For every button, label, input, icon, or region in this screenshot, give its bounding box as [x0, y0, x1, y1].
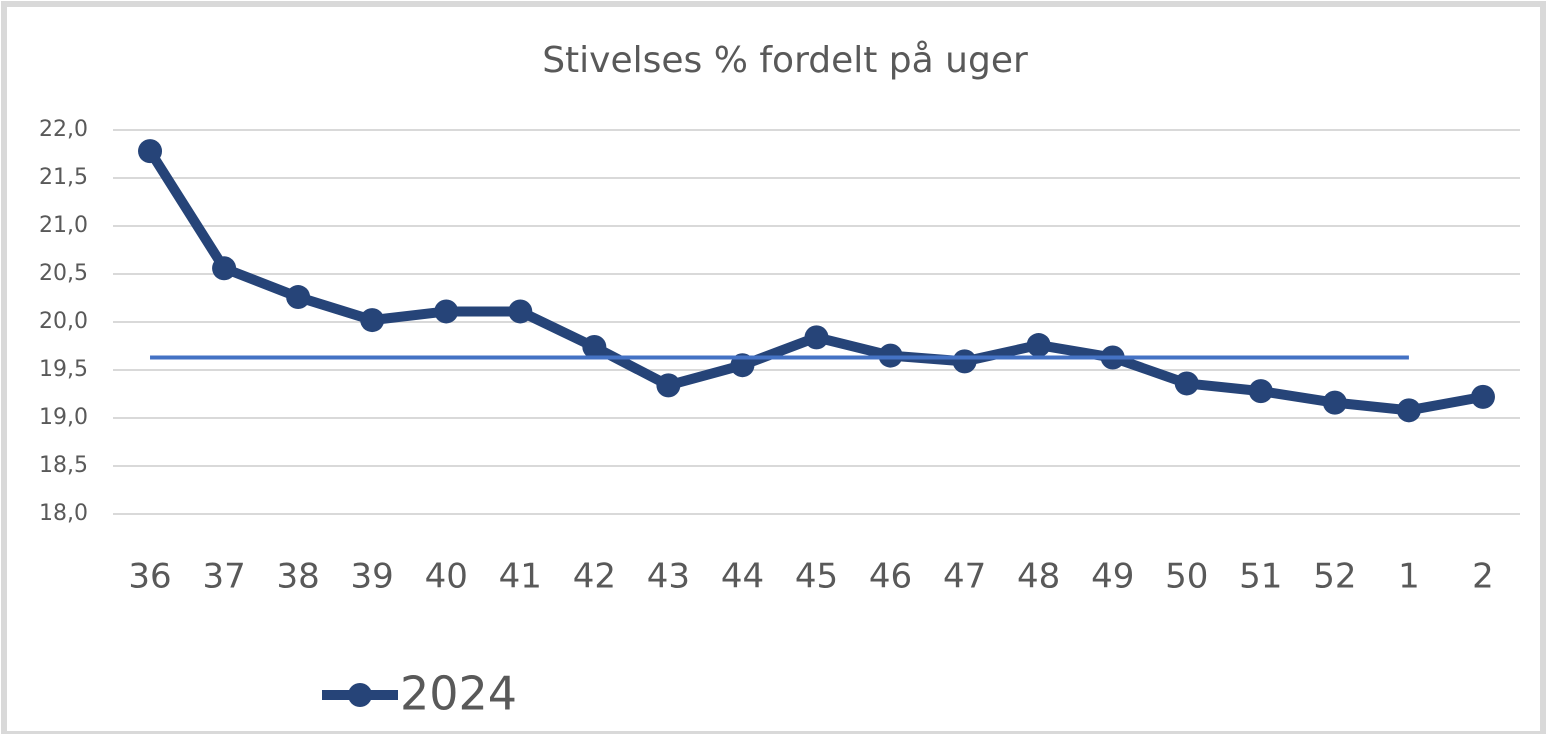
data-point [212, 256, 237, 281]
data-point [952, 349, 977, 374]
data-point [434, 299, 459, 324]
y-tick-label: 18,5 [39, 453, 88, 478]
x-tick-label: 49 [1091, 557, 1134, 597]
x-tick-label: 40 [425, 557, 468, 597]
y-tick-label: 21,5 [39, 165, 88, 190]
data-point [582, 334, 607, 359]
data-point [1248, 379, 1273, 404]
data-point [360, 308, 385, 333]
x-tick-label: 48 [1017, 557, 1060, 597]
x-tick-label: 50 [1165, 557, 1208, 597]
y-tick-label: 21,0 [39, 213, 88, 238]
y-tick-label: 19,5 [39, 357, 88, 382]
x-tick-label: 52 [1313, 557, 1356, 597]
x-tick-label: 36 [128, 557, 171, 597]
legend-label: 2024 [400, 667, 517, 721]
x-tick-label: 47 [943, 557, 986, 597]
data-point [1174, 371, 1199, 396]
legend-marker [348, 683, 372, 707]
x-tick-label: 45 [795, 557, 838, 597]
y-tick-label: 19,0 [39, 405, 88, 430]
y-tick-label: 20,0 [39, 309, 88, 334]
x-tick-label: 37 [202, 557, 245, 597]
data-point [1396, 398, 1421, 423]
data-point [508, 299, 533, 324]
y-tick-label: 18,0 [39, 501, 88, 526]
x-tick-label: 39 [351, 557, 394, 597]
x-tick-label: 46 [869, 557, 912, 597]
data-point [804, 325, 829, 350]
x-tick-label: 42 [573, 557, 616, 597]
chart-title: Stivelses % fordelt på uger [542, 40, 1028, 81]
x-tick-label: 51 [1239, 557, 1282, 597]
x-tick-label: 41 [499, 557, 542, 597]
y-tick-label: 20,5 [39, 261, 88, 286]
data-point [1470, 384, 1495, 409]
data-point [286, 285, 311, 310]
x-tick-label: 1 [1398, 557, 1420, 597]
data-point [1026, 333, 1051, 358]
data-point [1322, 390, 1347, 415]
data-point [656, 373, 681, 398]
x-tick-label: 38 [276, 557, 319, 597]
x-tick-label: 44 [721, 557, 764, 597]
x-tick-label: 43 [647, 557, 690, 597]
y-tick-label: 22,0 [39, 117, 88, 142]
x-tick-label: 2 [1472, 557, 1494, 597]
data-point [138, 139, 163, 164]
